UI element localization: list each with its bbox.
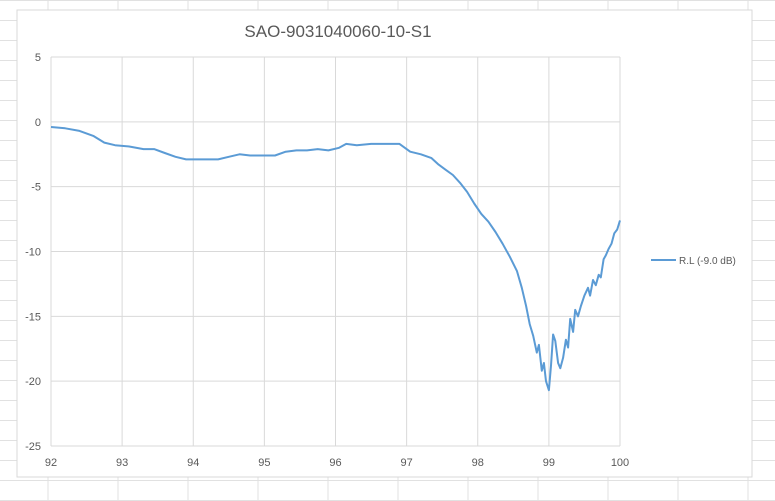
legend-label: R.L (-9.0 dB) [679,256,736,267]
series-lines [50,126,621,392]
series-line [50,126,621,392]
axis-tick-labels: 92 93 94 95 96 97 98 99 100 5 0 -5 -10 -15 -20 -25 [25,52,629,469]
y-tick-label: -10 [25,247,41,259]
y-tick-label: -5 [31,182,41,194]
x-tick-label: 96 [329,457,341,469]
chart-frame[interactable] [16,9,753,478]
chart-title: SAO-9031040060-10-S1 [244,22,431,41]
y-tick-label: 5 [35,52,41,64]
y-tick-label: -15 [25,311,41,323]
x-tick-label: 98 [472,457,484,469]
x-tick-label: 95 [258,457,270,469]
x-tick-label: 97 [401,457,413,469]
x-tick-label: 94 [187,457,199,469]
chart-legend: R.L (-9.0 dB) [651,256,736,267]
x-tick-label: 92 [45,457,57,469]
y-tick-label: -25 [25,441,41,453]
x-tick-label: 99 [543,457,555,469]
y-tick-label: 0 [35,117,41,129]
x-tick-label: 100 [611,457,629,469]
x-tick-label: 93 [116,457,128,469]
y-tick-label: -20 [25,376,41,388]
